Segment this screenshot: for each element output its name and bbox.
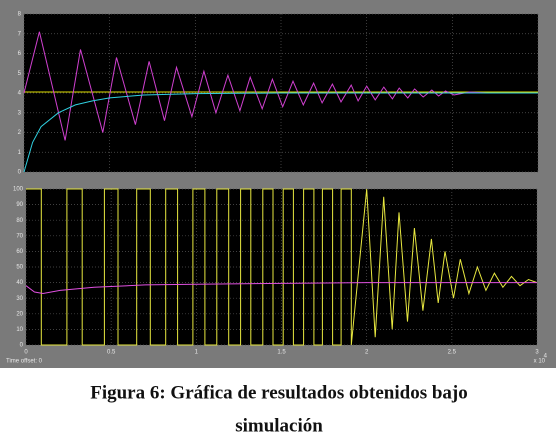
series-line bbox=[23, 92, 538, 173]
y-tick-label: 90 bbox=[16, 202, 23, 208]
x-tick-label: 2.5 bbox=[448, 350, 457, 356]
y-tick-label: 50 bbox=[16, 265, 23, 271]
caption-line: Figura 6: Gráfica de resultados obtenido… bbox=[90, 382, 468, 403]
x-tick-label: 0.5 bbox=[107, 350, 116, 356]
series-line bbox=[23, 31, 538, 141]
y-tick-label: 3 bbox=[18, 110, 22, 116]
caption-line: simulación bbox=[235, 415, 323, 436]
y-tick-label: 4 bbox=[18, 91, 22, 97]
y-tick-label: 6 bbox=[18, 51, 22, 57]
y-tick-label: 1 bbox=[18, 150, 22, 156]
x-tick-label: 1.5 bbox=[277, 350, 286, 356]
y-tick-label: 7 bbox=[18, 31, 22, 37]
y-tick-label: 20 bbox=[16, 311, 23, 317]
y-tick-label: 60 bbox=[16, 249, 23, 255]
y-tick-label: 5 bbox=[18, 71, 22, 77]
series-line bbox=[25, 282, 537, 295]
x-scale-label: x 10 bbox=[534, 359, 546, 365]
y-tick-label: 100 bbox=[13, 187, 24, 193]
y-tick-label: 8 bbox=[18, 12, 22, 18]
y-tick-label: 30 bbox=[16, 296, 23, 302]
y-tick-label: 70 bbox=[16, 233, 23, 239]
x-tick-label: 2 bbox=[365, 350, 369, 356]
x-tick-label: 1 bbox=[195, 350, 199, 356]
y-tick-label: 40 bbox=[16, 280, 23, 286]
x-tick-label: 3 bbox=[535, 350, 539, 356]
time-offset: Time offset: 0 bbox=[6, 359, 43, 365]
series-line bbox=[26, 188, 538, 346]
x-scale-exponent: 4 bbox=[544, 354, 548, 360]
y-tick-label: 0 bbox=[18, 170, 22, 176]
y-tick-label: 0 bbox=[20, 343, 24, 349]
y-tick-label: 80 bbox=[16, 218, 23, 224]
y-tick-label: 10 bbox=[16, 327, 23, 333]
y-tick-label: 2 bbox=[18, 130, 22, 136]
x-tick-label: 0 bbox=[24, 350, 28, 356]
